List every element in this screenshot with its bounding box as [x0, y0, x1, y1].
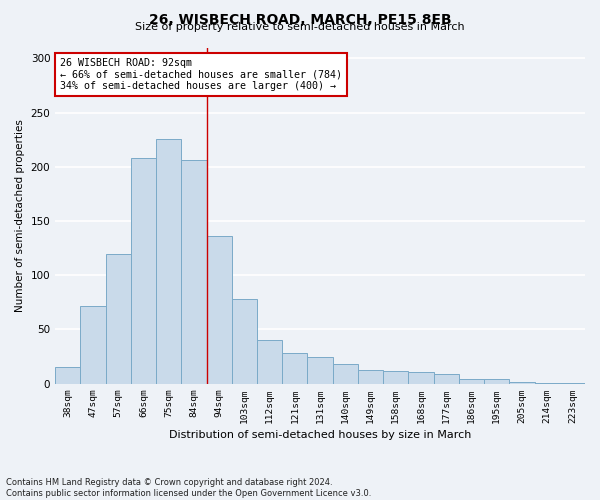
Bar [434, 374, 459, 384]
Bar [509, 382, 535, 384]
Bar [156, 138, 181, 384]
Bar [106, 254, 131, 384]
Bar [257, 340, 282, 384]
Bar [409, 372, 434, 384]
Bar [383, 370, 409, 384]
Y-axis label: Number of semi-detached properties: Number of semi-detached properties [15, 119, 25, 312]
Bar [181, 160, 206, 384]
Bar [232, 299, 257, 384]
Bar [332, 364, 358, 384]
Bar [307, 356, 332, 384]
Bar [484, 380, 509, 384]
Bar [459, 380, 484, 384]
Bar [80, 306, 106, 384]
Text: 26, WISBECH ROAD, MARCH, PE15 8EB: 26, WISBECH ROAD, MARCH, PE15 8EB [149, 12, 451, 26]
Bar [535, 382, 560, 384]
Bar [358, 370, 383, 384]
Text: 26 WISBECH ROAD: 92sqm
← 66% of semi-detached houses are smaller (784)
34% of se: 26 WISBECH ROAD: 92sqm ← 66% of semi-det… [61, 58, 343, 91]
Bar [131, 158, 156, 384]
Text: Contains HM Land Registry data © Crown copyright and database right 2024.
Contai: Contains HM Land Registry data © Crown c… [6, 478, 371, 498]
Bar [560, 382, 585, 384]
X-axis label: Distribution of semi-detached houses by size in March: Distribution of semi-detached houses by … [169, 430, 471, 440]
Text: Size of property relative to semi-detached houses in March: Size of property relative to semi-detach… [135, 22, 465, 32]
Bar [206, 236, 232, 384]
Bar [282, 354, 307, 384]
Bar [55, 368, 80, 384]
